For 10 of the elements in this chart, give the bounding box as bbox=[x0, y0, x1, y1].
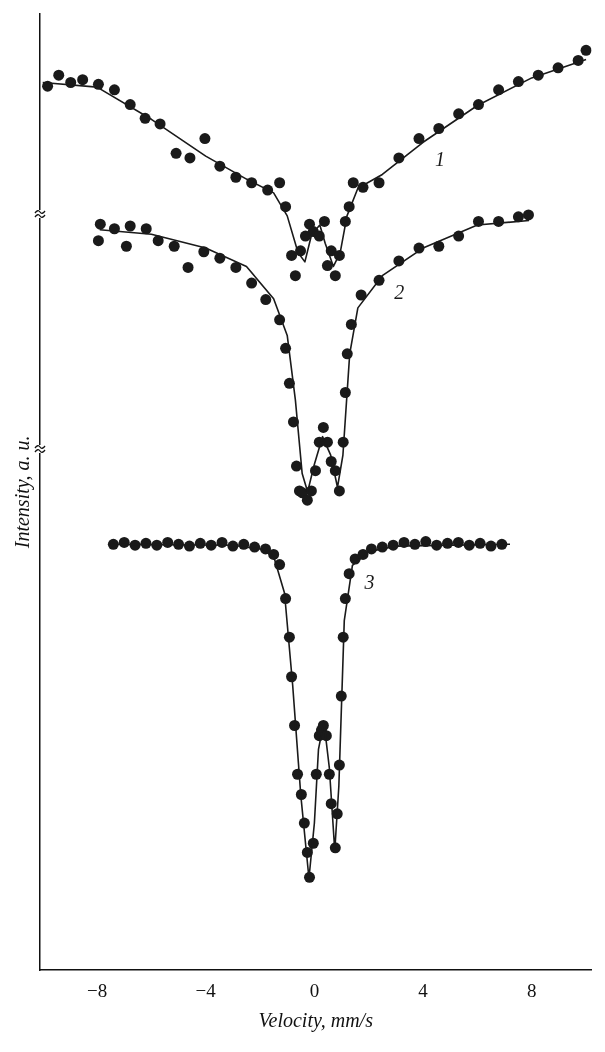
series-label: 1 bbox=[435, 147, 446, 170]
x-tick-label: 4 bbox=[418, 979, 429, 1001]
series-label: 3 bbox=[363, 570, 375, 593]
x-tick-label: −4 bbox=[195, 979, 217, 1001]
series-label: 2 bbox=[394, 280, 405, 303]
x-tick-label: 0 bbox=[309, 979, 320, 1001]
x-tick-label: 8 bbox=[526, 979, 537, 1001]
y-axis-title: Intensity, a. u. bbox=[11, 435, 35, 550]
x-axis-title: Velocity, mm/s bbox=[258, 1009, 374, 1033]
x-tick-label: −8 bbox=[86, 979, 108, 1001]
